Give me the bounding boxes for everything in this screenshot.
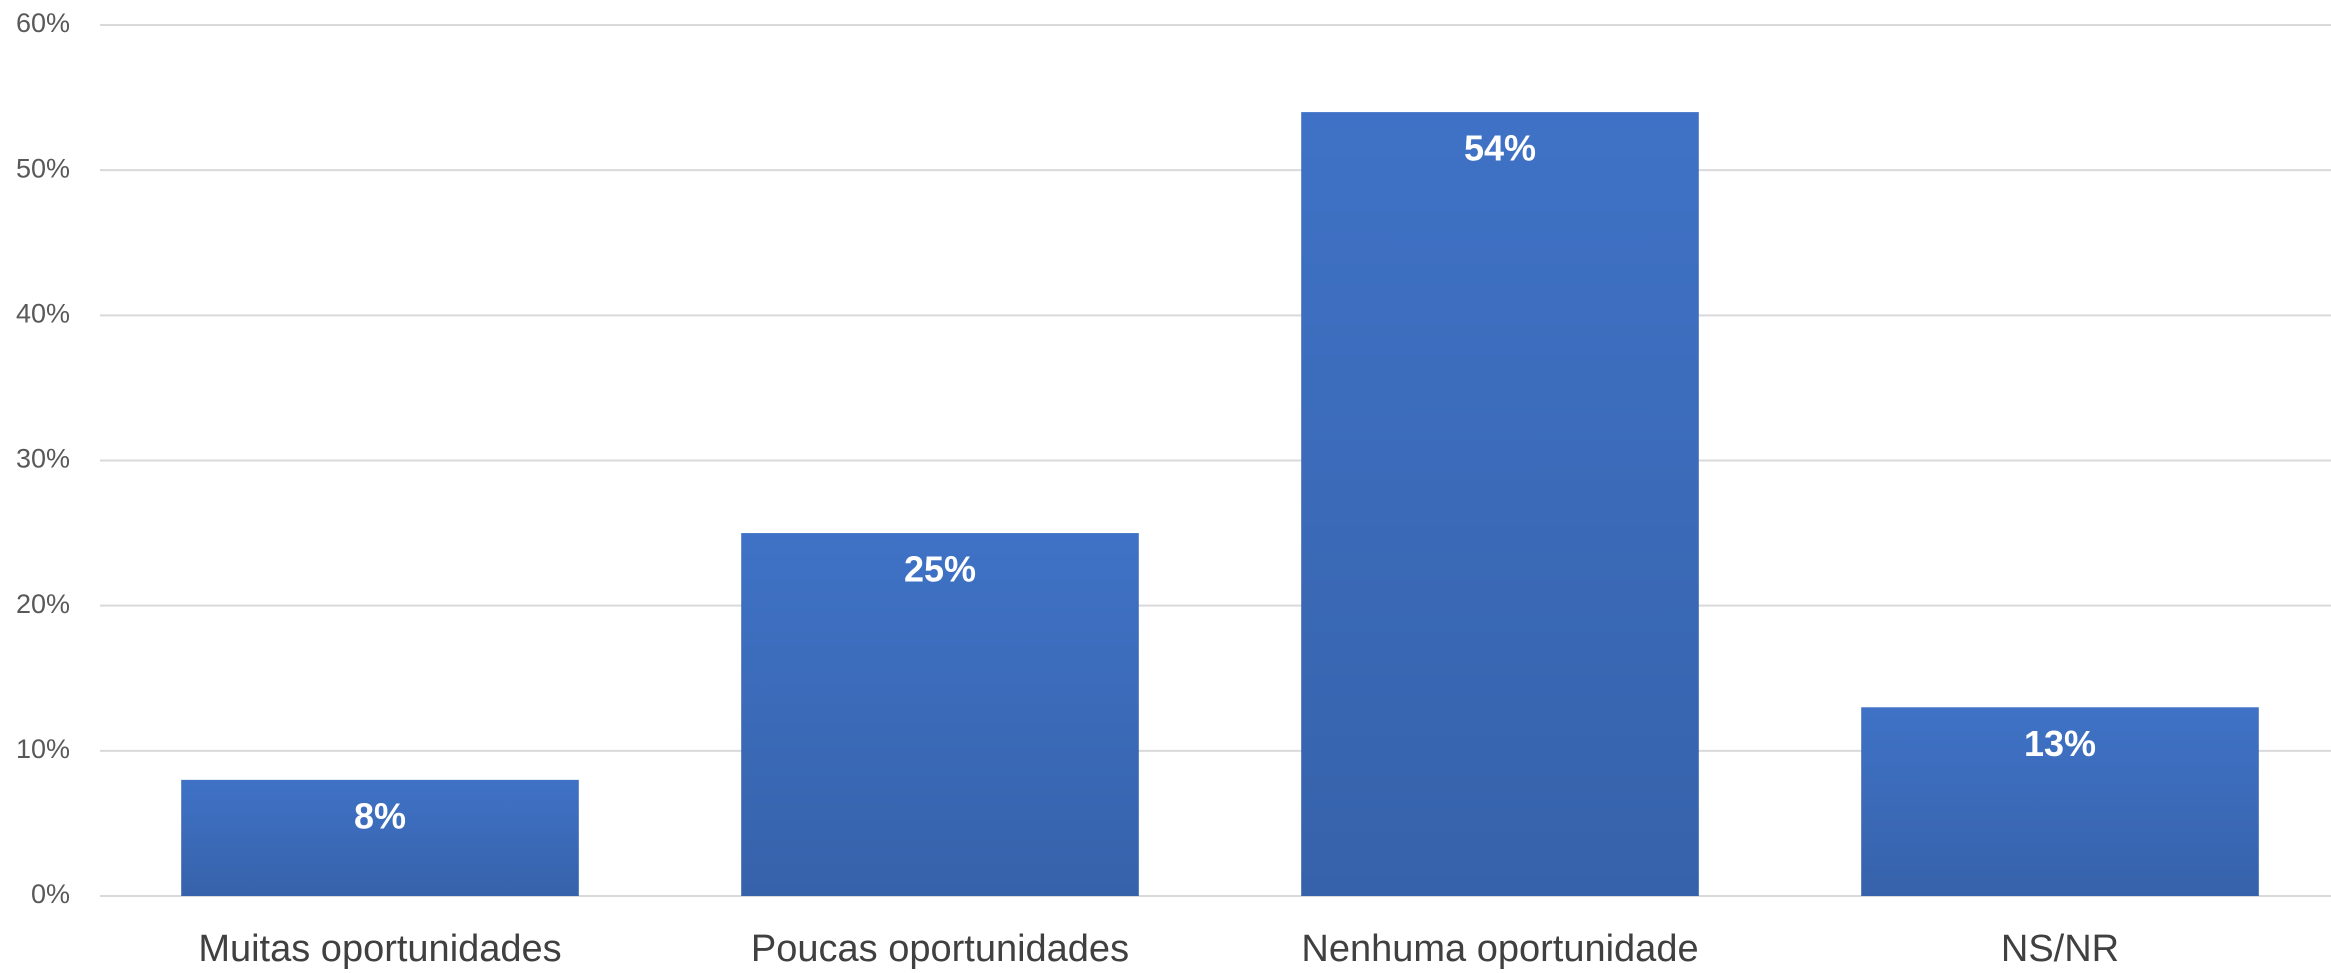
y-tick-label: 50% <box>16 153 70 183</box>
y-tick-label: 40% <box>16 298 70 328</box>
y-tick-label: 10% <box>16 734 70 764</box>
y-tick-label: 30% <box>16 444 70 474</box>
x-tick-label: Poucas oportunidades <box>751 928 1129 970</box>
bar-shade <box>181 779 579 896</box>
y-tick-label: 20% <box>16 589 70 619</box>
x-tick-label: NS/NR <box>2001 928 2119 970</box>
x-tick-label: Muitas oportunidades <box>198 928 561 970</box>
y-tick-label: 0% <box>31 879 70 909</box>
value-label: 54% <box>1464 128 1536 169</box>
value-label: 25% <box>904 549 976 590</box>
x-tick-label: Nenhuma oportunidade <box>1301 928 1698 970</box>
bar-shade <box>741 533 1139 896</box>
value-label: 13% <box>2024 723 2096 764</box>
value-label: 8% <box>354 795 406 836</box>
bar-shade <box>1301 112 1699 897</box>
y-tick-label: 60% <box>16 8 70 38</box>
bar-shade <box>1861 707 2259 896</box>
